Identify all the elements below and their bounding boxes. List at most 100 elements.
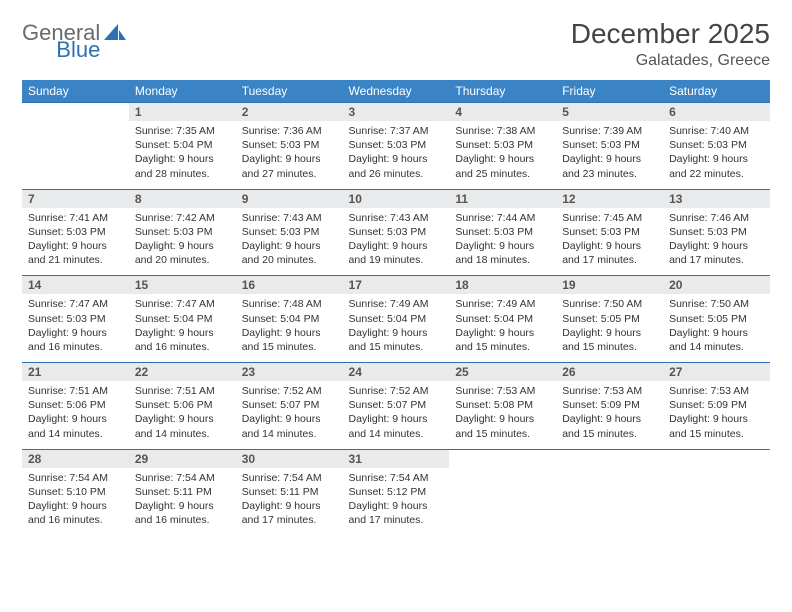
day-14-line-0: Sunrise: 7:47 AM [28, 297, 123, 311]
daynum-14: 14 [22, 276, 129, 295]
day-20-line-1: Sunset: 5:05 PM [669, 312, 764, 326]
day-6-line-2: Daylight: 9 hours [669, 152, 764, 166]
location-label: Galatades, Greece [571, 52, 770, 70]
weekday-thursday: Thursday [449, 80, 556, 103]
daynum-15: 15 [129, 276, 236, 295]
day-9-line-1: Sunset: 5:03 PM [242, 225, 337, 239]
day-15-line-1: Sunset: 5:04 PM [135, 312, 230, 326]
day-4-line-1: Sunset: 5:03 PM [455, 138, 550, 152]
daynum-19: 19 [556, 276, 663, 295]
day-18-line-2: Daylight: 9 hours [455, 326, 550, 340]
day-26-line-3: and 15 minutes. [562, 427, 657, 441]
daynum-26: 26 [556, 363, 663, 382]
weekday-sunday: Sunday [22, 80, 129, 103]
daynum-28: 28 [22, 449, 129, 468]
weekday-friday: Friday [556, 80, 663, 103]
day-29-details: Sunrise: 7:54 AMSunset: 5:11 PMDaylight:… [129, 468, 236, 536]
week-2-content: Sunrise: 7:47 AMSunset: 5:03 PMDaylight:… [22, 294, 770, 362]
day-3-line-3: and 26 minutes. [349, 167, 444, 181]
empty-daynum [22, 103, 129, 122]
empty-cell [22, 121, 129, 189]
day-19-line-2: Daylight: 9 hours [562, 326, 657, 340]
day-26-details: Sunrise: 7:53 AMSunset: 5:09 PMDaylight:… [556, 381, 663, 449]
daynum-24: 24 [343, 363, 450, 382]
day-3-details: Sunrise: 7:37 AMSunset: 5:03 PMDaylight:… [343, 121, 450, 189]
daynum-22: 22 [129, 363, 236, 382]
day-5-line-1: Sunset: 5:03 PM [562, 138, 657, 152]
daynum-3: 3 [343, 103, 450, 122]
day-30-line-2: Daylight: 9 hours [242, 499, 337, 513]
day-17-line-1: Sunset: 5:04 PM [349, 312, 444, 326]
day-28-line-0: Sunrise: 7:54 AM [28, 471, 123, 485]
day-5-details: Sunrise: 7:39 AMSunset: 5:03 PMDaylight:… [556, 121, 663, 189]
day-29-line-2: Daylight: 9 hours [135, 499, 230, 513]
day-20-line-3: and 14 minutes. [669, 340, 764, 354]
day-2-line-2: Daylight: 9 hours [242, 152, 337, 166]
week-3-content: Sunrise: 7:51 AMSunset: 5:06 PMDaylight:… [22, 381, 770, 449]
week-2-daynums: 14151617181920 [22, 276, 770, 295]
day-9-line-3: and 20 minutes. [242, 253, 337, 267]
day-27-line-0: Sunrise: 7:53 AM [669, 384, 764, 398]
week-0-content: Sunrise: 7:35 AMSunset: 5:04 PMDaylight:… [22, 121, 770, 189]
day-16-line-2: Daylight: 9 hours [242, 326, 337, 340]
daynum-21: 21 [22, 363, 129, 382]
day-28-line-1: Sunset: 5:10 PM [28, 485, 123, 499]
day-12-line-2: Daylight: 9 hours [562, 239, 657, 253]
day-8-line-1: Sunset: 5:03 PM [135, 225, 230, 239]
day-26-line-1: Sunset: 5:09 PM [562, 398, 657, 412]
empty-cell [663, 468, 770, 536]
day-18-details: Sunrise: 7:49 AMSunset: 5:04 PMDaylight:… [449, 294, 556, 362]
day-25-line-2: Daylight: 9 hours [455, 412, 550, 426]
day-29-line-3: and 16 minutes. [135, 513, 230, 527]
day-29-line-1: Sunset: 5:11 PM [135, 485, 230, 499]
weekday-monday: Monday [129, 80, 236, 103]
day-17-line-3: and 15 minutes. [349, 340, 444, 354]
weekday-saturday: Saturday [663, 80, 770, 103]
day-19-line-3: and 15 minutes. [562, 340, 657, 354]
daynum-2: 2 [236, 103, 343, 122]
day-2-line-3: and 27 minutes. [242, 167, 337, 181]
day-28-line-2: Daylight: 9 hours [28, 499, 123, 513]
day-11-line-1: Sunset: 5:03 PM [455, 225, 550, 239]
sail-icon [104, 22, 126, 48]
day-21-line-1: Sunset: 5:06 PM [28, 398, 123, 412]
daynum-18: 18 [449, 276, 556, 295]
daynum-30: 30 [236, 449, 343, 468]
empty-daynum [663, 449, 770, 468]
day-31-line-1: Sunset: 5:12 PM [349, 485, 444, 499]
week-0-daynums: 123456 [22, 103, 770, 122]
day-27-line-3: and 15 minutes. [669, 427, 764, 441]
day-7-line-1: Sunset: 5:03 PM [28, 225, 123, 239]
empty-cell [556, 468, 663, 536]
month-title: December 2025 [571, 18, 770, 50]
day-10-line-1: Sunset: 5:03 PM [349, 225, 444, 239]
day-7-line-3: and 21 minutes. [28, 253, 123, 267]
day-15-line-0: Sunrise: 7:47 AM [135, 297, 230, 311]
day-21-line-2: Daylight: 9 hours [28, 412, 123, 426]
day-8-details: Sunrise: 7:42 AMSunset: 5:03 PMDaylight:… [129, 208, 236, 276]
day-5-line-2: Daylight: 9 hours [562, 152, 657, 166]
day-17-line-0: Sunrise: 7:49 AM [349, 297, 444, 311]
daynum-10: 10 [343, 189, 450, 208]
day-14-details: Sunrise: 7:47 AMSunset: 5:03 PMDaylight:… [22, 294, 129, 362]
day-23-line-0: Sunrise: 7:52 AM [242, 384, 337, 398]
day-11-line-0: Sunrise: 7:44 AM [455, 211, 550, 225]
day-25-details: Sunrise: 7:53 AMSunset: 5:08 PMDaylight:… [449, 381, 556, 449]
day-21-line-0: Sunrise: 7:51 AM [28, 384, 123, 398]
day-21-line-3: and 14 minutes. [28, 427, 123, 441]
empty-daynum [449, 449, 556, 468]
day-13-line-2: Daylight: 9 hours [669, 239, 764, 253]
day-31-line-3: and 17 minutes. [349, 513, 444, 527]
day-24-line-2: Daylight: 9 hours [349, 412, 444, 426]
day-14-line-1: Sunset: 5:03 PM [28, 312, 123, 326]
day-11-line-2: Daylight: 9 hours [455, 239, 550, 253]
day-16-line-3: and 15 minutes. [242, 340, 337, 354]
day-27-line-1: Sunset: 5:09 PM [669, 398, 764, 412]
day-7-line-0: Sunrise: 7:41 AM [28, 211, 123, 225]
day-16-line-0: Sunrise: 7:48 AM [242, 297, 337, 311]
day-31-details: Sunrise: 7:54 AMSunset: 5:12 PMDaylight:… [343, 468, 450, 536]
day-5-line-3: and 23 minutes. [562, 167, 657, 181]
calendar-body: 123456Sunrise: 7:35 AMSunset: 5:04 PMDay… [22, 103, 770, 536]
day-30-line-0: Sunrise: 7:54 AM [242, 471, 337, 485]
daynum-8: 8 [129, 189, 236, 208]
